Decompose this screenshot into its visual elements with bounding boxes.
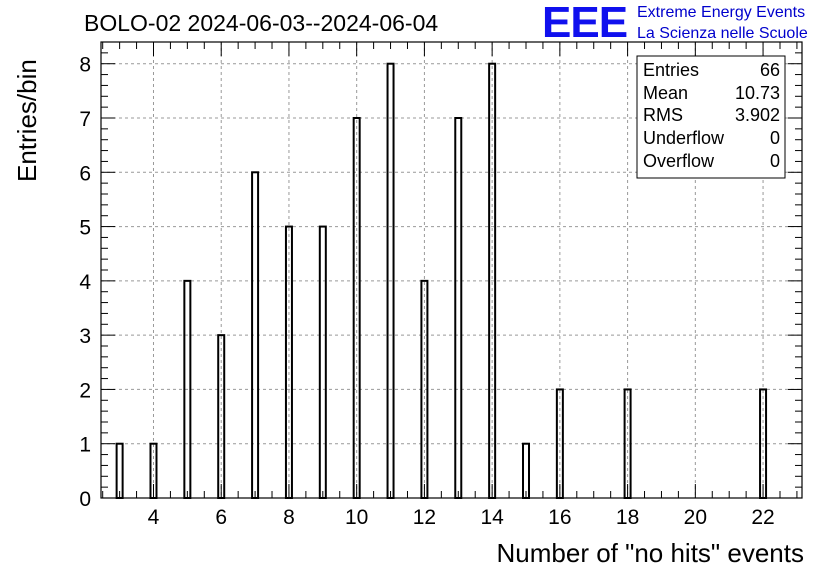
x-tick-label: 14 — [480, 506, 504, 529]
y-tick-label: 0 — [79, 488, 91, 511]
histogram-bar — [318, 225, 327, 499]
x-tick-label: 12 — [413, 506, 436, 529]
y-tick-label: 3 — [79, 325, 91, 348]
eee-logo: EEE — [542, 0, 628, 47]
stats-label: Entries — [643, 60, 700, 80]
logo-line-1: Extreme Energy Events — [637, 4, 806, 21]
stats-underflow: Underflow 0 — [643, 128, 780, 149]
x-tick-label: 20 — [684, 506, 707, 529]
stats-overflow: Overflow 0 — [643, 151, 780, 172]
histogram-bar — [522, 442, 531, 500]
stats-value: 66 — [759, 60, 780, 80]
y-tick-label: 7 — [79, 108, 91, 131]
histogram-bar — [115, 442, 124, 500]
y-tick-label: 6 — [79, 162, 91, 185]
stats-entries: Entries 66 — [643, 60, 780, 81]
stats-label: Overflow — [643, 151, 715, 171]
stats-value: 0 — [769, 128, 780, 148]
x-tick-label: 8 — [283, 506, 295, 529]
stats-value: 0 — [769, 151, 780, 171]
x-tick-label: 16 — [548, 506, 571, 529]
y-tick-label: 1 — [79, 434, 91, 457]
x-tick-label: 10 — [345, 506, 368, 529]
x-tick-label: 22 — [751, 506, 774, 529]
y-axis-label: Entries/bin — [12, 59, 42, 182]
histogram-bar — [251, 171, 260, 500]
y-tick-label: 8 — [79, 54, 91, 77]
stats-mean: Mean 10.73 — [643, 83, 780, 104]
stats-value: 3.902 — [734, 105, 780, 125]
x-tick-label: 6 — [215, 506, 227, 529]
stats-label: Mean — [643, 83, 689, 103]
stats-value: 10.73 — [734, 83, 780, 103]
y-tick-label: 5 — [79, 217, 91, 240]
logo-line-2: La Scienza nelle Scuole — [637, 25, 808, 42]
stats-label: Underflow — [643, 128, 725, 148]
x-axis-label: Number of "no hits" events — [496, 538, 805, 568]
y-tick-label: 2 — [79, 379, 91, 402]
stats-box-frame — [636, 55, 786, 179]
y-tick-label: 4 — [79, 271, 91, 294]
x-tick-label: 18 — [616, 506, 639, 529]
stats-label: RMS — [643, 105, 683, 125]
histogram-bar — [454, 117, 463, 499]
chart-title: BOLO-02 2024-06-03--2024-06-04 — [84, 10, 439, 36]
stats-rms: RMS 3.902 — [643, 105, 780, 126]
x-tick-label: 4 — [148, 506, 160, 529]
